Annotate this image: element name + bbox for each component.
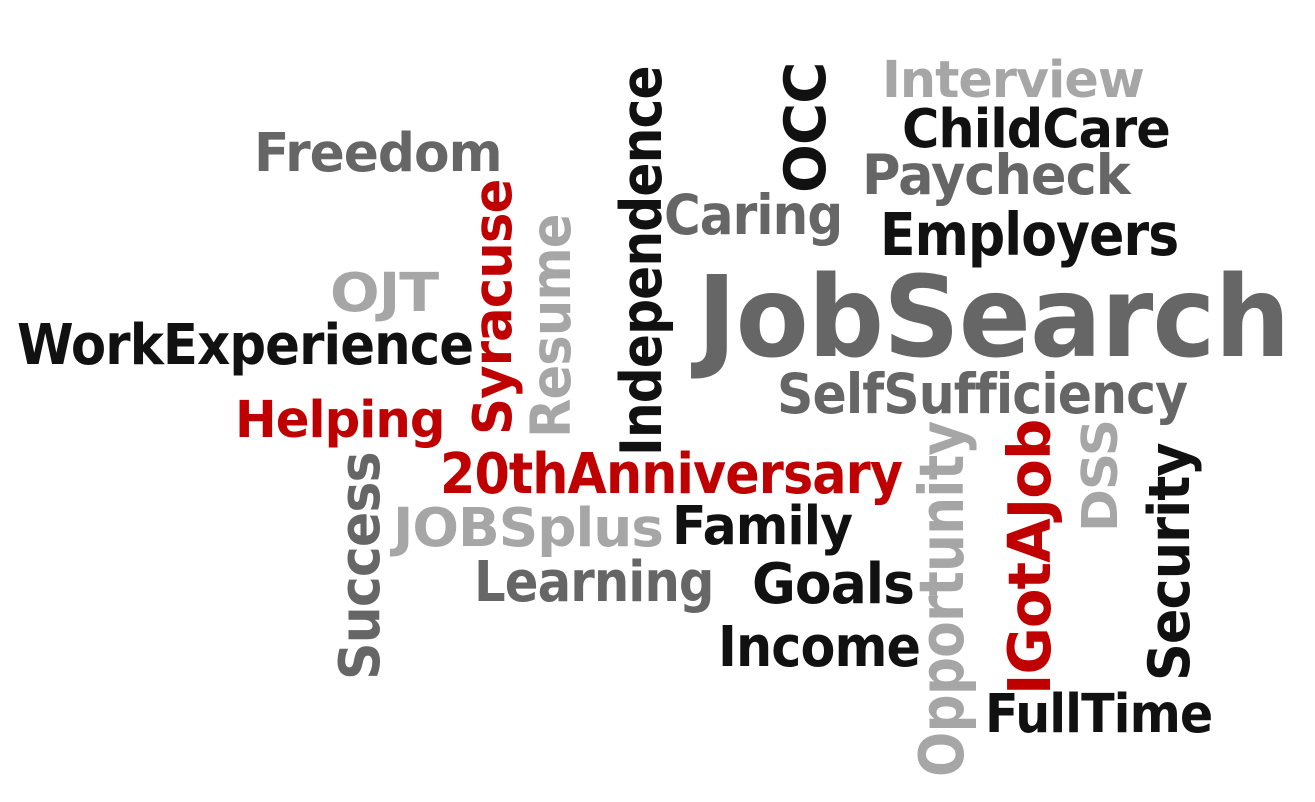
word-dss: DSS bbox=[1072, 420, 1129, 532]
word-resume: Resume bbox=[519, 214, 583, 438]
word-jobsplus: JOBSplus bbox=[393, 497, 664, 559]
word-opportunity: Opportunity bbox=[907, 421, 978, 777]
word-independence: Independence bbox=[609, 66, 675, 456]
word-income: Income bbox=[718, 615, 921, 680]
word-childcare: ChildCare bbox=[902, 98, 1171, 160]
word-workexperience: WorkExperience bbox=[17, 313, 474, 378]
word-security: Security bbox=[1137, 443, 1203, 681]
word-interview: Interview bbox=[882, 51, 1145, 110]
word-occ: OCC bbox=[773, 62, 839, 193]
word-fulltime: FullTime bbox=[985, 683, 1213, 745]
word-jobsearch: JobSearch bbox=[697, 253, 1290, 383]
word-caring: Caring bbox=[664, 183, 843, 247]
word-success: Success bbox=[328, 452, 393, 680]
word-learning: Learning bbox=[474, 550, 714, 615]
word-igotajob: IGotAJob bbox=[995, 419, 1064, 695]
word-family: Family bbox=[672, 495, 853, 557]
word-syracuse: Syracuse bbox=[462, 179, 524, 435]
word-ojt: OJT bbox=[330, 262, 439, 324]
word-goals: Goals bbox=[752, 552, 915, 617]
word-paycheck: Paycheck bbox=[862, 143, 1131, 207]
word-freedom: Freedom bbox=[254, 122, 503, 184]
word-helping: Helping bbox=[235, 391, 446, 450]
word-20thanniversary: 20thAnniversary bbox=[440, 442, 903, 507]
word-employers: Employers bbox=[880, 200, 1179, 269]
word-selfsufficiency: SelfSufficiency bbox=[777, 362, 1188, 426]
